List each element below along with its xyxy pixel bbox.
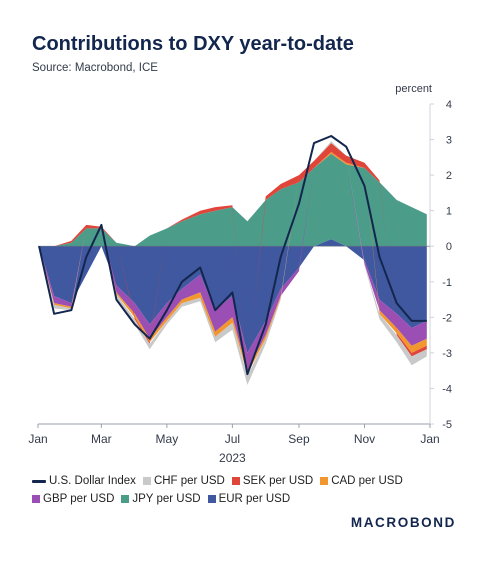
- y-tick-label: -4: [442, 383, 452, 395]
- legend-item: JPY per USD: [121, 490, 201, 508]
- legend-label: JPY per USD: [132, 493, 201, 505]
- chart-legend: U.S. Dollar Index CHF per USD SEK per USD C…: [32, 472, 452, 508]
- x-tick-label: Sep: [288, 432, 310, 446]
- y-tick-label: 1: [446, 206, 452, 218]
- area-cad-per-usd: [39, 152, 427, 375]
- legend-item: SEK per USD: [231, 472, 314, 490]
- area-chf-per-usd: [39, 141, 427, 385]
- x-tick-label: Jan: [28, 432, 47, 446]
- legend-item: U.S. Dollar Index: [32, 472, 136, 490]
- legend-swatch: [207, 495, 216, 503]
- y-tick-label: 4: [446, 99, 452, 111]
- legend-swatch: [231, 477, 240, 485]
- y-tick-label: 2: [446, 170, 452, 182]
- legend-label: CHF per USD: [153, 475, 225, 487]
- legend-row: U.S. Dollar Index CHF per USD SEK per USD C…: [32, 472, 452, 490]
- x-tick-label: Jul: [225, 432, 240, 446]
- legend-label: SEK per USD: [242, 475, 314, 487]
- y-tick-label: -1: [442, 277, 452, 289]
- x-tick-label: Nov: [354, 432, 375, 446]
- legend-row: GBP per USD JPY per USD EUR per USD: [32, 490, 452, 508]
- legend-item: EUR per USD: [207, 490, 291, 508]
- legend-swatch: [32, 495, 40, 503]
- x-tick-label: Mar: [91, 432, 112, 446]
- legend-item: CHF per USD: [142, 472, 225, 490]
- y-tick-label: -5: [442, 419, 452, 431]
- legend-label: EUR per USD: [218, 493, 291, 505]
- y-tick-label: 3: [446, 135, 452, 147]
- legend-item: CAD per USD: [320, 472, 403, 490]
- chart-source: Source: Macrobond, ICE: [32, 62, 158, 74]
- legend-swatch: [320, 477, 329, 485]
- legend-label: U.S. Dollar Index: [49, 475, 136, 487]
- x-axis-label: 2023: [219, 451, 246, 465]
- legend-label: CAD per USD: [331, 475, 403, 487]
- dxy-line: [38, 135, 427, 376]
- legend-label: GBP per USD: [43, 493, 115, 505]
- x-tick-label: Jan: [420, 432, 439, 446]
- legend-swatch: [121, 495, 130, 503]
- y-axis-unit-label: percent: [395, 83, 432, 95]
- area-jpy-per-usd: [39, 153, 427, 247]
- legend-item: GBP per USD: [32, 490, 114, 508]
- y-tick-label: -3: [442, 348, 452, 360]
- x-tick-label: May: [156, 432, 179, 446]
- legend-swatch: [142, 477, 151, 485]
- chart-title: Contributions to DXY year-to-date: [32, 33, 354, 55]
- y-tick-label: 0: [446, 241, 452, 253]
- macrobond-logo: MACROBOND: [350, 515, 456, 530]
- legend-swatch: [32, 479, 46, 483]
- y-tick-label: -2: [442, 312, 452, 324]
